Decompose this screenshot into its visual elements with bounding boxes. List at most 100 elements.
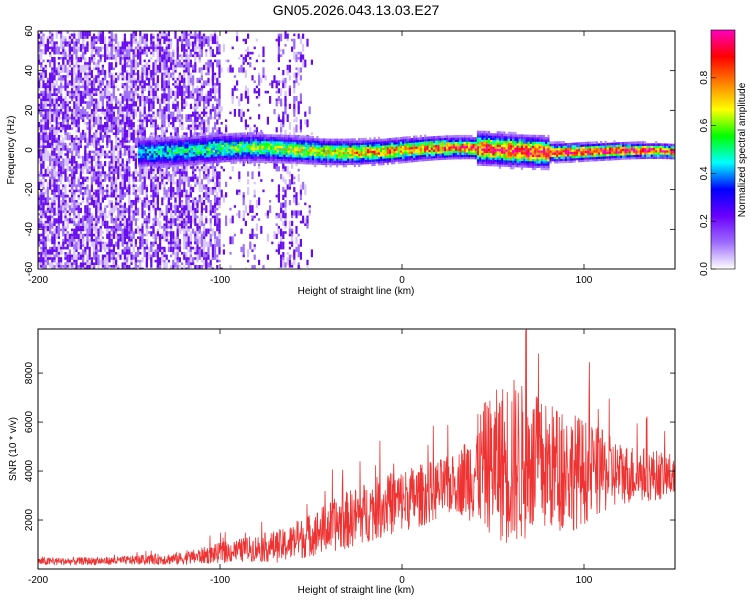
spectrogram-cell xyxy=(280,228,283,237)
spectrogram-cell xyxy=(108,109,111,117)
spectrogram-cell xyxy=(152,218,155,221)
spectrogram-cell xyxy=(284,189,287,198)
spectrogram-cell xyxy=(190,143,194,146)
spectrogram-cell xyxy=(115,77,118,83)
spectrogram-cell xyxy=(150,116,153,125)
spectrogram-cell xyxy=(164,145,167,149)
spectrogram-cell xyxy=(173,140,176,144)
spectrogram-cell xyxy=(71,155,74,161)
spectrogram-cell xyxy=(128,207,131,213)
spectrogram-cell xyxy=(88,31,91,34)
spectrogram-cell xyxy=(277,83,280,86)
spectrogram-cell xyxy=(284,231,287,234)
spectrogram-cell xyxy=(64,171,67,174)
spectrogram-cell xyxy=(66,124,69,130)
spectrogram-cell xyxy=(198,80,201,83)
spectrogram-cell xyxy=(162,154,165,157)
spectrogram-cell xyxy=(183,46,186,50)
spectrogram-cell xyxy=(40,215,43,219)
spectrogram-cell xyxy=(138,144,141,148)
spectrogram-cell xyxy=(153,165,156,169)
spectrogram-cell xyxy=(293,119,296,122)
spectrogram-cell xyxy=(214,215,217,219)
spectrogram-cell xyxy=(218,200,221,208)
spectrogram-cell xyxy=(181,33,184,39)
spectrogram-cell xyxy=(145,171,148,180)
spectrogram-cell xyxy=(167,241,170,245)
spectrogram-cell xyxy=(177,140,180,143)
spectrogram-cell xyxy=(172,259,175,265)
spectrogram-cell xyxy=(93,38,96,47)
spectrogram-cell xyxy=(228,141,231,145)
spectrogram-cell xyxy=(142,146,145,150)
spectrogram-cell xyxy=(200,220,203,226)
spectrogram-cell xyxy=(187,119,190,122)
spectrogram-cell xyxy=(231,90,234,99)
spectrogram-cell xyxy=(150,101,153,104)
spectrogram-cell xyxy=(71,200,74,203)
spectrogram-cell xyxy=(57,163,60,169)
spectrogram-cell xyxy=(230,154,233,158)
spectrogram-cell xyxy=(82,187,85,190)
spectrogram-cell xyxy=(295,236,298,245)
spectrogram-cell xyxy=(188,136,191,140)
spectrogram-cell xyxy=(40,218,43,224)
spectrogram-cell xyxy=(141,85,144,89)
spectrogram-cell xyxy=(166,154,169,157)
spectrogram-cell xyxy=(53,184,56,187)
spectrogram-cell xyxy=(53,111,56,115)
spectrogram-cell xyxy=(223,140,227,143)
spectrogram-cell xyxy=(229,207,232,211)
spectrogram-cell xyxy=(199,161,202,165)
spectrogram-cell xyxy=(134,239,137,247)
spectrogram-cell xyxy=(291,215,294,219)
spectrogram-cell xyxy=(95,153,98,156)
spectrogram-cell xyxy=(115,98,118,102)
spectrogram-cell xyxy=(221,135,224,139)
spectrogram-cell xyxy=(162,161,165,164)
spectrogram-cell xyxy=(57,176,60,182)
spectrogram-cell xyxy=(249,127,252,135)
spectrogram-cell xyxy=(141,93,144,102)
spectrogram-cell xyxy=(214,31,217,34)
spectrogram-cell xyxy=(206,139,209,143)
spectrogram-cell xyxy=(162,137,165,140)
spectrogram-cell xyxy=(123,163,126,172)
spectrogram-cell xyxy=(88,93,91,96)
spectrogram-cell xyxy=(194,88,197,94)
spectrogram-cell xyxy=(104,220,107,224)
spectrogram-cell xyxy=(161,202,164,206)
spectrogram-cell xyxy=(141,75,144,81)
spectrogram-cell xyxy=(71,127,74,130)
spectrogram-cell xyxy=(284,226,287,229)
spectrogram-cell xyxy=(86,189,89,198)
spectrogram-cell xyxy=(177,146,180,150)
spectrogram-cell xyxy=(153,152,156,156)
spectrogram-cell xyxy=(86,197,89,203)
spectrogram-cell xyxy=(40,145,43,148)
spectrogram-cell xyxy=(185,215,188,219)
spectrogram-cell xyxy=(264,75,267,81)
spectrogram-cell xyxy=(203,184,206,190)
spectrogram-cell xyxy=(90,158,93,164)
spectrogram-cell xyxy=(218,226,221,229)
spectrogram-cell xyxy=(121,140,124,143)
spectrogram-cell xyxy=(170,265,173,269)
spectrogram-cell xyxy=(277,166,280,172)
spectrogram-cell xyxy=(196,210,199,213)
spectrogram-cell xyxy=(88,142,91,146)
spectrogram-cell xyxy=(176,231,179,239)
spectrogram-cell xyxy=(282,49,285,55)
spectrogram-cell xyxy=(60,83,63,91)
spectrogram-cell xyxy=(200,127,203,133)
spectrogram-cell xyxy=(284,90,287,99)
spectrogram-cell xyxy=(64,83,67,91)
spectrogram-cell xyxy=(161,93,164,102)
spectrogram-cell xyxy=(155,150,158,153)
spectrogram-cell xyxy=(75,267,78,269)
spectrogram-cell xyxy=(134,176,137,180)
spectrogram-cell xyxy=(79,155,82,159)
spectrogram-cell xyxy=(200,184,203,193)
spectrogram-cell xyxy=(198,124,201,128)
